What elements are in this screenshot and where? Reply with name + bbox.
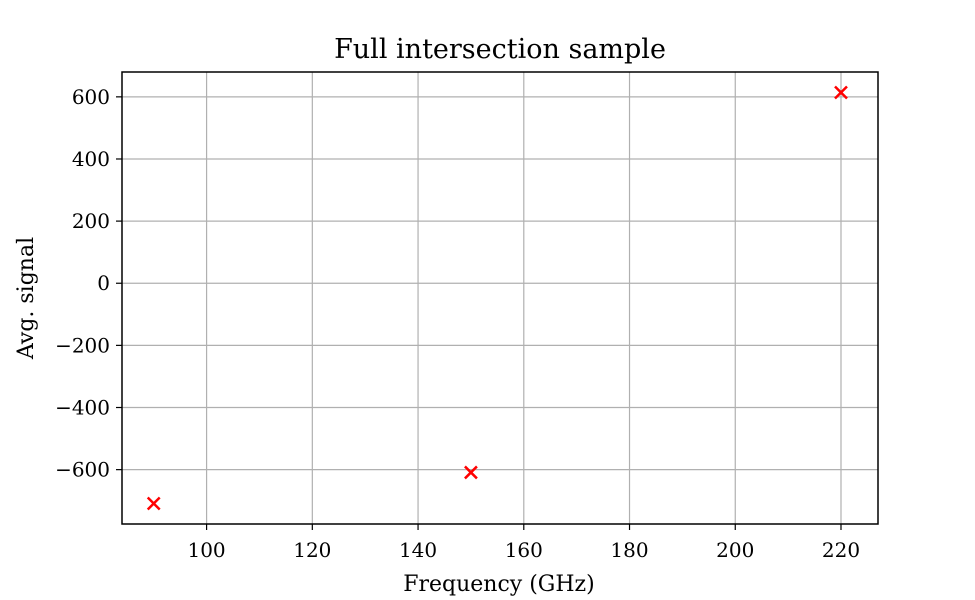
y-tick-label: 200 [72,209,110,233]
x-axis-label: Frequency (GHz) [403,572,595,597]
axis-ticks: 100 120 140 160 180 200 220 −600 −400 −200 0 200 400… [55,85,860,562]
data-points [146,85,848,511]
chart-title: Full intersection sample [334,34,666,65]
grid [122,72,878,524]
x-tick-label: 160 [505,538,543,562]
y-tick-label: 600 [72,85,110,109]
x-tick-label: 100 [187,538,225,562]
x-tick-label: 180 [610,538,648,562]
y-axis-label: Avg. signal [14,237,39,360]
y-tick-label: −200 [55,333,110,357]
plot-area-frame [121,71,879,525]
data-point-marker [146,496,161,511]
y-tick-label: 0 [97,271,110,295]
data-point-marker [834,85,848,100]
y-tick-label: 400 [72,147,110,171]
x-tick-label: 140 [399,538,437,562]
x-tick-label: 200 [716,538,754,562]
x-tick-label: 220 [822,538,860,562]
x-tick-label: 120 [293,538,331,562]
data-point-marker [464,465,478,480]
y-tick-label: −600 [55,458,110,482]
y-tick-label: −400 [55,396,110,420]
